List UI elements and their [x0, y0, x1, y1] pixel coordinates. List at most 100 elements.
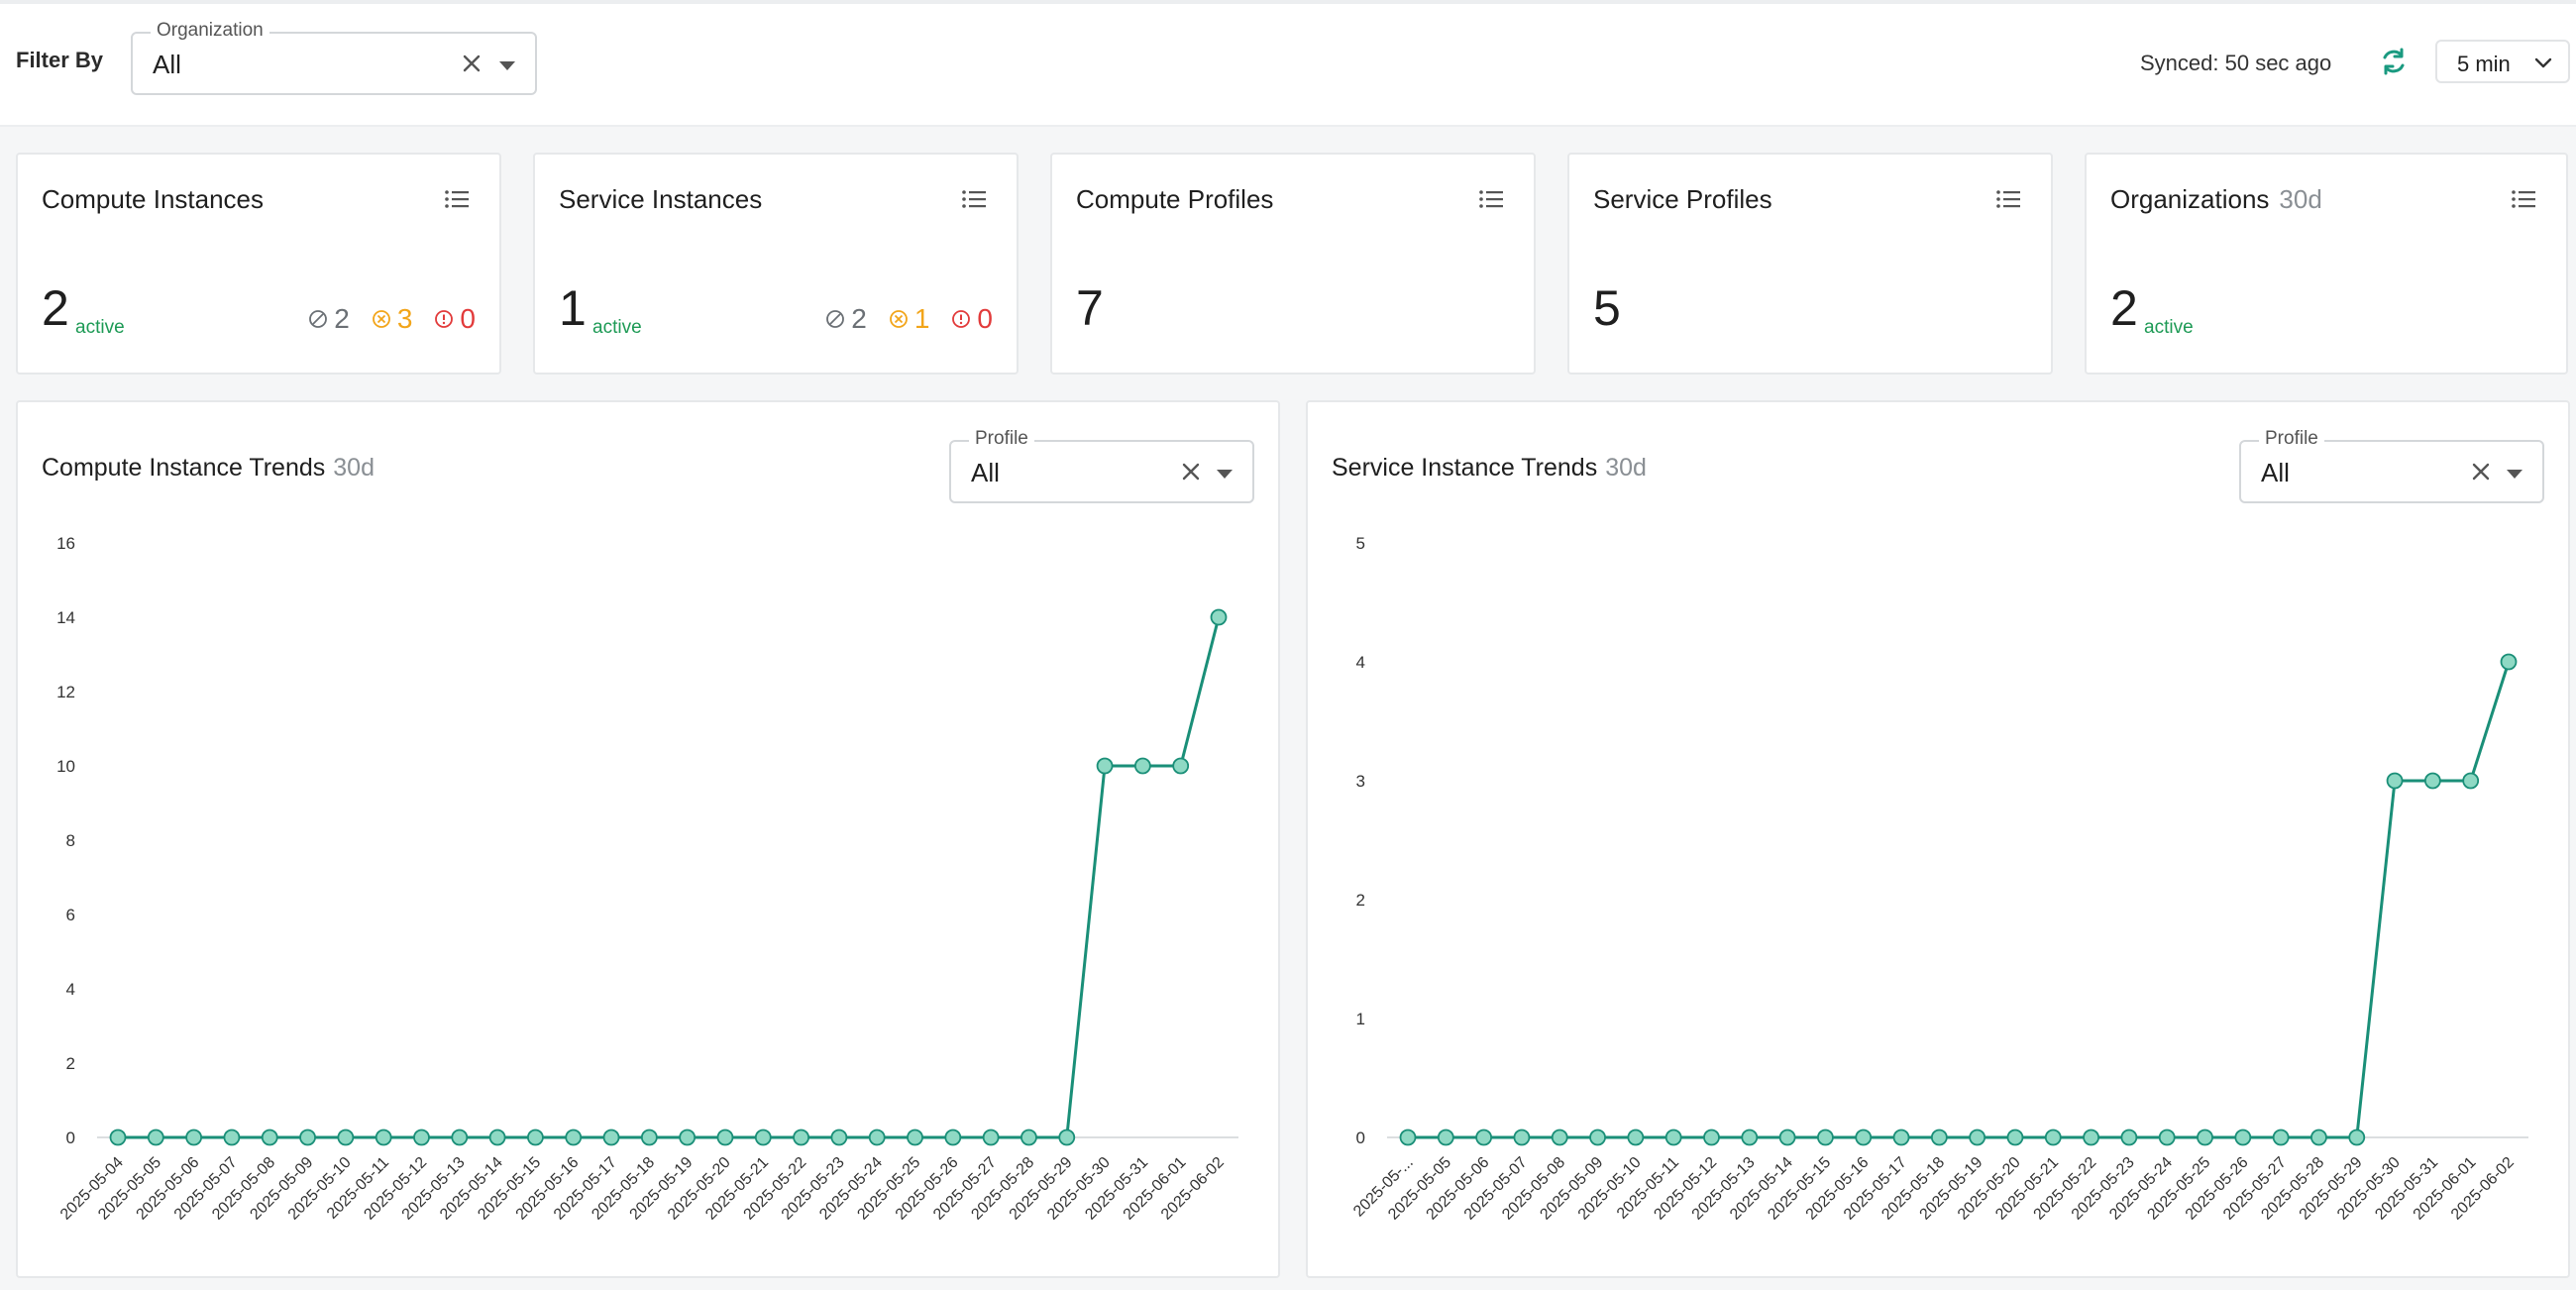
compute-profiles-card: Compute Profiles 7: [1050, 153, 1536, 375]
y-tick-label: 1: [1356, 1010, 1365, 1028]
profile-select[interactable]: Profile All: [2239, 428, 2544, 503]
profile-select[interactable]: Profile All: [949, 428, 1254, 503]
data-point: [1627, 1129, 1645, 1146]
caret-down-icon[interactable]: [2507, 470, 2522, 479]
data-point: [2197, 1129, 2213, 1146]
error-icon: [952, 310, 971, 328]
data-point: [1778, 1129, 1796, 1146]
compute-instances-card: Compute Instances 2 active 2 3 0: [16, 153, 501, 375]
series-line: [118, 616, 1221, 1139]
data-point: [1551, 1129, 1568, 1146]
data-point: [2272, 1129, 2290, 1146]
data-point: [1210, 608, 1228, 626]
organization-select-label: Organization: [151, 20, 269, 42]
stopped-count: 2: [825, 303, 867, 335]
data-point: [1437, 1129, 1454, 1146]
y-tick-label: 14: [56, 608, 75, 627]
stopped-count-value: 2: [334, 303, 350, 334]
card-value: 5: [1593, 280, 1621, 336]
data-point: [982, 1129, 1000, 1146]
error-count-value: 0: [460, 303, 476, 334]
clear-icon[interactable]: [458, 50, 485, 77]
data-point: [185, 1129, 203, 1146]
panel-title-text: Service Instance Trends: [1332, 454, 1598, 482]
data-point: [754, 1129, 772, 1146]
profile-select-value: All: [971, 458, 1000, 487]
caret-down-icon[interactable]: [1217, 470, 1233, 479]
y-tick-label: 0: [1356, 1129, 1365, 1147]
card-title: Compute Profiles: [1076, 184, 1274, 214]
data-point: [109, 1129, 127, 1146]
synced-status: Synced: 50 sec ago: [2140, 51, 2332, 75]
card-title: Compute Instances: [42, 184, 265, 214]
error-count: 0: [951, 303, 993, 335]
y-tick-label: 5: [1356, 534, 1365, 553]
profile-select-label: Profile: [969, 428, 1034, 450]
data-point: [223, 1129, 241, 1146]
data-point: [451, 1129, 469, 1146]
panel-title-text: Compute Instance Trends: [42, 454, 326, 482]
panel-title: Service Instance Trends 30d: [1332, 454, 1647, 483]
card-title: Service Instances: [559, 184, 763, 214]
refresh-icon[interactable]: [2378, 46, 2410, 77]
data-point: [944, 1129, 962, 1146]
card-title-text: Organizations: [2110, 184, 2270, 214]
data-point: [1058, 1129, 1076, 1146]
y-tick-label: 10: [56, 757, 75, 776]
data-point: [1969, 1129, 1986, 1146]
data-point: [1020, 1129, 1037, 1146]
list-icon[interactable]: [2511, 188, 2536, 210]
active-label: active: [592, 317, 642, 338]
card-value: 1: [559, 280, 587, 336]
clear-icon[interactable]: [2467, 458, 2495, 485]
data-point: [2423, 772, 2441, 790]
card-title: Organizations 30d: [2110, 184, 2322, 215]
data-point: [565, 1129, 583, 1146]
active-label: active: [75, 317, 125, 338]
caret-down-icon[interactable]: [499, 61, 515, 70]
data-point: [2386, 772, 2404, 790]
stopped-icon: [826, 310, 845, 328]
list-icon[interactable]: [1478, 188, 1504, 210]
y-tick-label: 12: [56, 683, 75, 701]
organization-select[interactable]: Organization All: [131, 20, 537, 95]
data-point: [2120, 1129, 2138, 1146]
y-tick-label: 6: [66, 906, 75, 924]
data-point: [2044, 1129, 2062, 1146]
refresh-interval-select[interactable]: 5 min: [2435, 40, 2570, 83]
y-tick-label: 4: [66, 980, 75, 999]
warning-count: 1: [889, 303, 930, 335]
card-value: 2: [42, 280, 69, 336]
data-point: [2310, 1129, 2327, 1146]
y-tick-label: 2: [1356, 891, 1365, 910]
error-icon: [435, 310, 454, 328]
data-point: [907, 1129, 923, 1146]
list-icon[interactable]: [1995, 188, 2021, 210]
clear-icon[interactable]: [1177, 458, 1205, 485]
data-point: [2006, 1129, 2024, 1146]
data-point: [527, 1129, 544, 1146]
list-icon[interactable]: [961, 188, 987, 210]
data-point: [2500, 653, 2518, 671]
data-point: [1589, 1129, 1606, 1146]
y-tick-label: 3: [1356, 772, 1365, 791]
data-point: [830, 1129, 848, 1146]
data-point: [1741, 1129, 1759, 1146]
panel-subtitle: 30d: [1605, 454, 1647, 482]
data-point: [640, 1129, 658, 1146]
data-point: [868, 1129, 886, 1146]
data-point: [1892, 1129, 1910, 1146]
warning-count-value: 1: [913, 303, 930, 334]
y-tick-label: 16: [56, 534, 75, 553]
profile-select-label: Profile: [2259, 428, 2324, 450]
data-point: [375, 1129, 392, 1146]
compute-instance-trend-chart: 02468101214162025-05-042025-05-052025-05…: [56, 534, 1238, 1224]
data-point: [1399, 1129, 1417, 1146]
data-point: [1664, 1129, 1682, 1146]
card-value: 7: [1076, 280, 1104, 336]
data-point: [679, 1129, 697, 1146]
data-point: [413, 1129, 430, 1146]
error-count-value: 0: [977, 303, 993, 334]
data-point: [2083, 1129, 2099, 1146]
list-icon[interactable]: [444, 188, 470, 210]
